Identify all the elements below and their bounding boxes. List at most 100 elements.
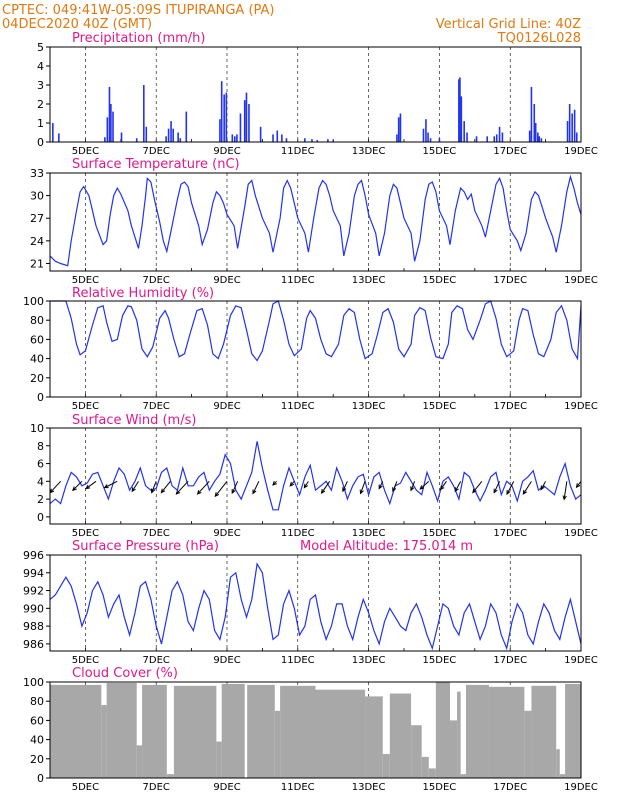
wind-arrow — [150, 481, 157, 494]
wind-arrow — [342, 481, 348, 493]
cloud-bar — [221, 683, 245, 778]
precip-bar — [538, 136, 541, 142]
precip-bar — [231, 134, 234, 142]
x-tick-label: 17DEC — [493, 401, 527, 412]
precip-bar — [52, 123, 54, 142]
panel-frame — [49, 554, 582, 652]
precip-bar — [110, 104, 112, 142]
precip-bar — [463, 121, 465, 142]
y-tick-label: 986 — [23, 638, 44, 651]
precip-bar — [573, 109, 576, 142]
wind-arrow — [522, 481, 532, 495]
x-tick-label: 11DEC — [281, 782, 315, 793]
x-tick-label: 11DEC — [281, 528, 315, 539]
precip-bar — [143, 85, 145, 142]
x-tick-label: 9DEC — [213, 146, 240, 157]
precip-bar — [272, 134, 274, 142]
wind-arrow — [410, 481, 416, 492]
x-tick-label: 17DEC — [493, 275, 527, 286]
cloud-bar — [465, 684, 489, 778]
wind-arrow — [419, 480, 430, 490]
precip-bar — [219, 119, 221, 142]
precip-bar — [233, 136, 236, 142]
y-tick-label: 100 — [23, 676, 44, 689]
precip-bar — [459, 77, 461, 142]
precip-bar — [540, 138, 543, 142]
y-tick-label: 30 — [30, 190, 44, 203]
wind-arrow — [289, 480, 295, 487]
wind-arrow — [103, 480, 118, 489]
y-tick-label: 996 — [23, 549, 44, 562]
cloud-bar — [428, 768, 436, 778]
wind-arrow — [303, 481, 309, 489]
precip-bar — [427, 132, 429, 142]
cloud-bar — [556, 749, 560, 778]
cloud-bar — [488, 686, 525, 778]
x-tick-label: 11DEC — [281, 655, 315, 666]
precip-bar — [332, 140, 334, 142]
precip-bar — [167, 128, 170, 142]
precip-bar — [58, 133, 60, 142]
precip-bar — [498, 126, 501, 142]
cloud-bar — [106, 682, 137, 778]
precip-bar — [120, 132, 123, 142]
y-tick-label: 0 — [37, 391, 44, 404]
precip-bar — [530, 86, 533, 142]
precip-bar — [220, 81, 223, 142]
y-tick-label: 994 — [23, 567, 44, 580]
x-tick-label: 13DEC — [352, 401, 386, 412]
y-tick-label: 3 — [37, 79, 44, 92]
x-tick-label: 15DEC — [423, 275, 457, 286]
x-tick-label: 9DEC — [213, 528, 240, 539]
x-tick-label: 5DEC — [72, 401, 99, 412]
precip-bar — [304, 138, 306, 142]
wind-arrow — [378, 481, 384, 490]
x-tick-label: 15DEC — [423, 146, 457, 157]
x-tick-label: 7DEC — [143, 275, 170, 286]
panel-title-temperature: Surface Temperature (nC) — [72, 157, 240, 172]
precip-bar — [112, 111, 114, 142]
wind-arrow — [439, 481, 447, 491]
x-tick-label: 7DEC — [143, 146, 170, 157]
panel-title-cloud-cover: Cloud Cover (%) — [72, 666, 178, 681]
wind-arrow — [575, 481, 582, 489]
precip-bar — [495, 134, 498, 142]
precip-bar — [179, 138, 182, 142]
precip-bar — [311, 139, 313, 142]
panel-frame — [49, 300, 582, 398]
y-tick-label: 80 — [30, 314, 44, 327]
x-tick-label: 15DEC — [423, 401, 457, 412]
y-tick-label: 8 — [37, 440, 44, 453]
cloud-bar — [421, 756, 429, 778]
wind-arrow — [540, 481, 547, 491]
y-tick-label: 4 — [37, 475, 44, 488]
cloud-bar — [274, 710, 281, 778]
wind-arrow — [472, 481, 483, 494]
panel-frame — [49, 46, 582, 143]
wind-arrow — [562, 481, 568, 501]
cloud-bar — [365, 696, 383, 778]
x-tick-label: 7DEC — [143, 401, 170, 412]
precip-bar — [566, 121, 569, 142]
x-tick-label: 5DEC — [72, 655, 99, 666]
wind-arrow — [49, 480, 61, 494]
precip-bar — [399, 113, 402, 142]
precip-bar — [575, 132, 578, 142]
precip-bar — [248, 104, 250, 142]
precip-bar — [170, 121, 172, 142]
precip-bar — [106, 117, 109, 142]
y-tick-label: 6 — [37, 458, 44, 471]
cloud-bar — [136, 745, 143, 778]
y-tick-label: 10 — [30, 422, 44, 435]
y-tick-label: 0 — [37, 772, 44, 785]
y-tick-label: 60 — [30, 714, 44, 727]
cloud-bar — [216, 741, 222, 778]
y-tick-label: 27 — [30, 212, 44, 225]
precip-bar — [486, 136, 488, 142]
cloud-bar — [435, 682, 451, 778]
x-tick-label: 9DEC — [213, 655, 240, 666]
wind-arrow — [272, 480, 277, 486]
precip-bar — [568, 104, 571, 142]
panel-title-humidity: Relative Humidity (%) — [72, 286, 214, 301]
